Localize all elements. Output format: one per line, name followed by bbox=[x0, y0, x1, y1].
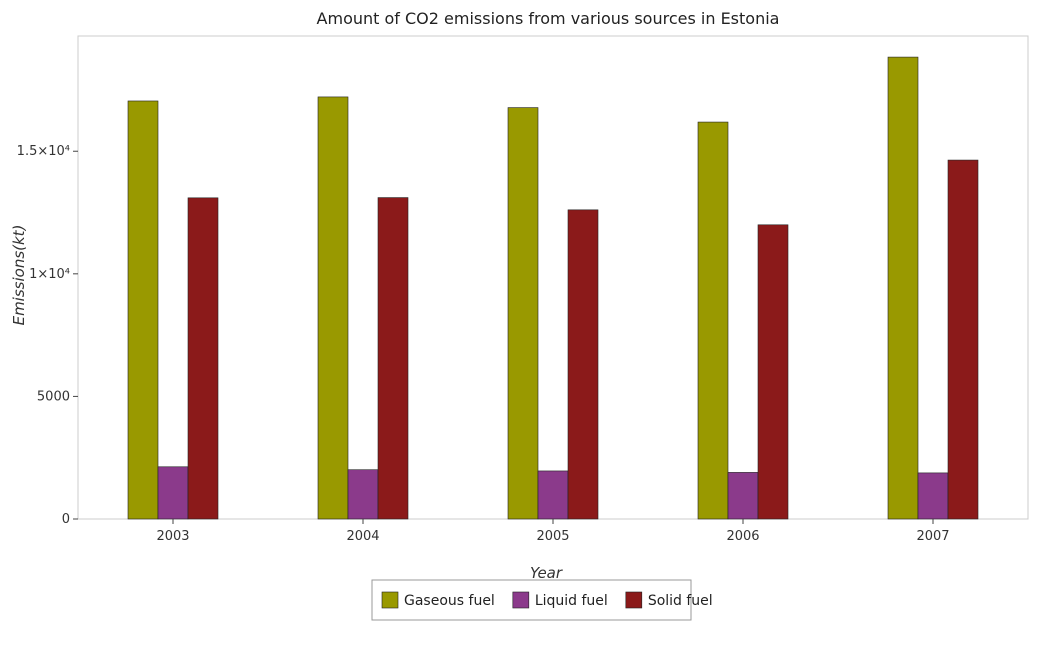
chart-title: Amount of CO2 emissions from various sou… bbox=[317, 9, 780, 28]
x-tick-label: 2003 bbox=[156, 529, 189, 544]
bar-solid-fuel-2005 bbox=[567, 209, 599, 520]
y-tick-label: 0 bbox=[62, 512, 70, 527]
bar-gaseous-fuel-2005 bbox=[507, 107, 539, 520]
bar-liquid-fuel-2004 bbox=[347, 469, 379, 520]
plot-border bbox=[77, 35, 1029, 520]
bar-gaseous-fuel-2006 bbox=[697, 121, 729, 520]
bar-gaseous-fuel-2007 bbox=[887, 56, 919, 520]
bar-solid-fuel-2003 bbox=[187, 197, 219, 520]
legend-label-gaseous-fuel: Gaseous fuel bbox=[404, 593, 495, 609]
y-tick-label: 5000 bbox=[37, 389, 70, 404]
y-axis-label: Emissions(kt) bbox=[10, 225, 28, 326]
bar-gaseous-fuel-2003 bbox=[127, 100, 159, 520]
bar-liquid-fuel-2005 bbox=[537, 470, 569, 520]
x-axis: 2003 2004 2005 2006 2007 bbox=[156, 519, 950, 544]
x-axis-label: Year bbox=[530, 564, 563, 582]
bar-solid-fuel-2006 bbox=[757, 224, 789, 520]
plot-area bbox=[77, 35, 1029, 520]
x-tick-label: 2006 bbox=[726, 529, 759, 544]
x-tick-label: 2005 bbox=[536, 529, 569, 544]
legend-swatch-gaseous-fuel bbox=[381, 591, 399, 609]
y-tick-label: 1×10⁴ bbox=[29, 267, 70, 282]
legend-swatch-liquid-fuel bbox=[512, 591, 530, 609]
legend-label-solid-fuel: Solid fuel bbox=[648, 593, 713, 609]
bar-liquid-fuel-2003 bbox=[157, 466, 189, 520]
legend: Gaseous fuel Liquid fuel Solid fuel bbox=[371, 579, 713, 621]
bars-group bbox=[127, 56, 979, 520]
bar-liquid-fuel-2007 bbox=[917, 472, 949, 520]
x-tick-label: 2004 bbox=[346, 529, 379, 544]
y-axis: 0 5000 1×10⁴ 1.5×10⁴ bbox=[17, 144, 78, 527]
x-tick-label: 2007 bbox=[916, 529, 949, 544]
legend-label-liquid-fuel: Liquid fuel bbox=[535, 593, 608, 609]
bar-solid-fuel-2007 bbox=[947, 159, 979, 520]
y-tick-label: 1.5×10⁴ bbox=[17, 144, 70, 159]
bar-solid-fuel-2004 bbox=[377, 197, 409, 520]
legend-swatch-solid-fuel bbox=[625, 591, 643, 609]
bar-liquid-fuel-2006 bbox=[727, 472, 759, 520]
bar-gaseous-fuel-2004 bbox=[317, 96, 349, 520]
